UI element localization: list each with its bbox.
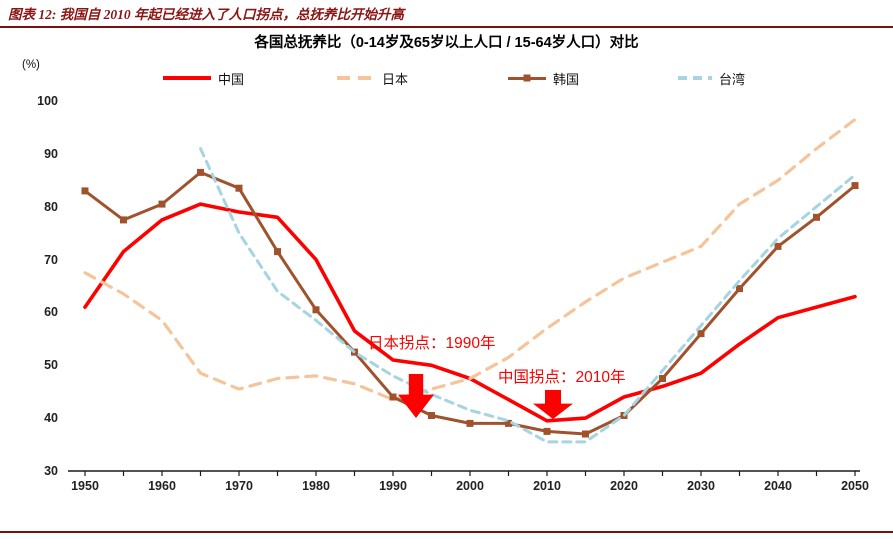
header-divider — [0, 26, 893, 28]
china-inflection-annotation: 中国拐点：2010年 — [498, 369, 626, 386]
taiwan-line-swatch — [678, 76, 712, 80]
china-line-swatch — [163, 76, 211, 80]
series-line-japan — [83, 117, 857, 402]
legend-item-china: 中国 — [163, 69, 244, 87]
legend-label-korea: 韩国 — [553, 71, 580, 87]
japan-inflection-annotation: 日本拐点：1990年 — [368, 335, 496, 352]
y-axis-tick-label: 50 — [44, 358, 58, 373]
japan-line-swatch — [337, 76, 375, 80]
legend-label-japan: 日本 — [382, 71, 409, 87]
series-line-korea — [83, 170, 857, 436]
x-axis-tick-label: 2020 — [610, 479, 638, 493]
x-axis-tick-label: 1990 — [379, 479, 407, 493]
x-axis-tick-label: 1980 — [302, 479, 330, 493]
report-figure-caption: 图表 12: 我国自 2010 年起已经进入了人口拐点，总抚养比开始升高 — [8, 7, 404, 22]
x-axis-tick-label: 2000 — [456, 479, 484, 493]
legend-label-china: 中国 — [218, 71, 245, 87]
x-axis-tick-label: 2010 — [533, 479, 561, 493]
legend-item-taiwan: 台湾 — [678, 69, 745, 87]
y-axis-tick-label: 70 — [44, 252, 58, 267]
y-axis-tick-label: 90 — [44, 146, 58, 161]
series-line-china — [83, 202, 857, 423]
y-axis-tick-label: 100 — [37, 94, 58, 108]
series-markers-korea — [81, 168, 859, 438]
chart-title: 各国总抚养比（0-14岁及65岁以上人口 / 15-64岁人口）对比 — [254, 35, 639, 51]
y-axis-tick-label: 60 — [44, 305, 58, 320]
x-axis-tick-label: 2050 — [841, 479, 869, 493]
x-axis-tick-label: 2030 — [687, 479, 715, 493]
series-line-taiwan — [199, 147, 857, 444]
korea-line-swatch — [508, 74, 546, 82]
korea-marker-swatch — [523, 74, 531, 82]
y-axis-unit-label: (%) — [22, 59, 40, 71]
legend-item-japan: 日本 — [337, 69, 408, 87]
legend-label-taiwan: 台湾 — [719, 71, 746, 87]
y-axis-tick-label: 80 — [44, 199, 58, 214]
x-axis-tick-label: 2040 — [764, 479, 792, 493]
legend-item-korea: 韩国 — [508, 69, 579, 87]
y-axis-tick-label: 30 — [44, 464, 58, 478]
y-axis-tick-label: 40 — [44, 411, 58, 426]
x-axis-tick-label: 1950 — [71, 479, 99, 493]
x-axis-tick-label: 1960 — [148, 479, 176, 493]
x-axis-tick-label: 1970 — [225, 479, 253, 493]
footer-divider — [0, 531, 893, 533]
